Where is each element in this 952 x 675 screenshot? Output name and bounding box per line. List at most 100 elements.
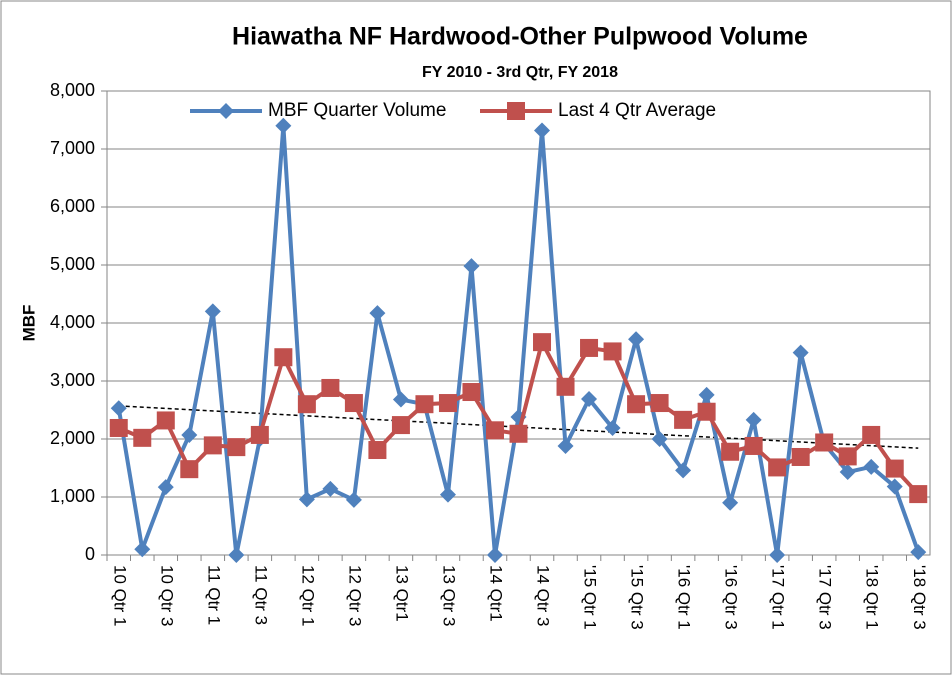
point [651, 431, 668, 447]
x-tick-label: '17 Qtr 1 [769, 565, 788, 630]
point [675, 462, 692, 479]
point [415, 395, 434, 414]
point [250, 425, 269, 444]
point [438, 394, 457, 413]
point [862, 425, 881, 444]
point [322, 480, 339, 497]
point [815, 433, 834, 452]
point [722, 494, 739, 511]
point [486, 547, 503, 563]
y-tick-label: 7,000 [50, 138, 95, 158]
point [909, 485, 928, 504]
x-tick-label: 14 Qtr1 [487, 565, 506, 622]
point [885, 459, 904, 478]
point [321, 378, 340, 397]
point [698, 386, 715, 403]
plot-area [106, 90, 931, 556]
x-tick-label: '17 Qtr 3 [816, 565, 835, 630]
point [228, 547, 245, 563]
point [627, 395, 646, 414]
point [157, 479, 174, 496]
point [110, 400, 127, 417]
point [533, 333, 552, 352]
point [744, 436, 763, 455]
point [344, 394, 363, 413]
point [769, 547, 786, 563]
point [863, 458, 880, 475]
point [556, 377, 575, 396]
y-tick-label: 3,000 [50, 370, 95, 390]
x-tick-label: 12 Qtr 3 [345, 565, 364, 626]
point [134, 541, 151, 558]
point [180, 460, 199, 479]
point [886, 478, 903, 495]
x-tick-label: 11 Qtr 3 [251, 565, 270, 625]
point [218, 103, 234, 119]
point [133, 428, 152, 447]
legend-label: Last 4 Qtr Average [558, 100, 716, 121]
point [274, 348, 293, 367]
x-tick-label: 10 Qtr 1 [110, 565, 129, 626]
point [628, 331, 645, 348]
point [109, 418, 128, 437]
chart-subtitle: FY 2010 - 3rd Qtr, FY 2018 [422, 64, 618, 81]
point [580, 338, 599, 357]
point [674, 410, 693, 429]
y-tick-label: 8,000 [50, 80, 95, 100]
y-tick-label: 0 [85, 544, 95, 564]
point [768, 458, 787, 477]
point [507, 102, 525, 120]
point [603, 342, 622, 361]
y-tick-label: 6,000 [50, 196, 95, 216]
x-tick-label: 12 Qtr 1 [298, 565, 317, 626]
y-tick-label: 4,000 [50, 312, 95, 332]
point [298, 491, 315, 508]
point [463, 258, 480, 275]
point [650, 394, 669, 413]
point [275, 117, 292, 134]
chart-title: Hiawatha NF Hardwood-Other Pulpwood Volu… [232, 23, 808, 51]
point [557, 437, 574, 454]
point [581, 390, 598, 407]
x-tick-label: 14 Qtr 3 [534, 565, 553, 626]
point [791, 447, 810, 466]
point [227, 438, 246, 457]
point [697, 402, 716, 421]
y-tick-label: 5,000 [50, 254, 95, 274]
y-axis-label: MBF [19, 305, 38, 342]
point [368, 441, 387, 460]
point [203, 436, 222, 455]
point [439, 486, 456, 503]
point [485, 421, 504, 440]
point [838, 447, 857, 466]
point [345, 491, 362, 508]
x-tick-label: '18 Qtr 3 [910, 565, 929, 630]
point [839, 464, 856, 481]
point [462, 383, 481, 402]
point [181, 426, 198, 443]
point [392, 391, 409, 408]
point [204, 303, 221, 320]
y-tick-label: 1,000 [50, 486, 95, 506]
x-tick-label: '15 Qtr 3 [628, 565, 647, 630]
y-tick-label: 2,000 [50, 428, 95, 448]
point [745, 411, 762, 428]
x-tick-label: 13 Qtr 3 [439, 565, 458, 626]
point [391, 416, 410, 435]
point [604, 419, 621, 436]
point [910, 544, 927, 561]
x-tick-label: '16 Qtr 1 [675, 565, 694, 630]
x-tick-label: '18 Qtr 1 [863, 565, 882, 630]
legend-label: MBF Quarter Volume [268, 100, 446, 121]
point [721, 442, 740, 461]
point [792, 344, 809, 361]
x-tick-label: '15 Qtr 1 [581, 565, 600, 630]
point [156, 411, 175, 430]
x-tick-label: '16 Qtr 3 [722, 565, 741, 630]
point [509, 424, 528, 443]
point [369, 305, 386, 322]
x-tick-label: 10 Qtr 3 [157, 565, 176, 626]
x-tick-label: 13 Qtr1 [392, 565, 411, 622]
x-tick-label: 11 Qtr 1 [204, 565, 223, 625]
